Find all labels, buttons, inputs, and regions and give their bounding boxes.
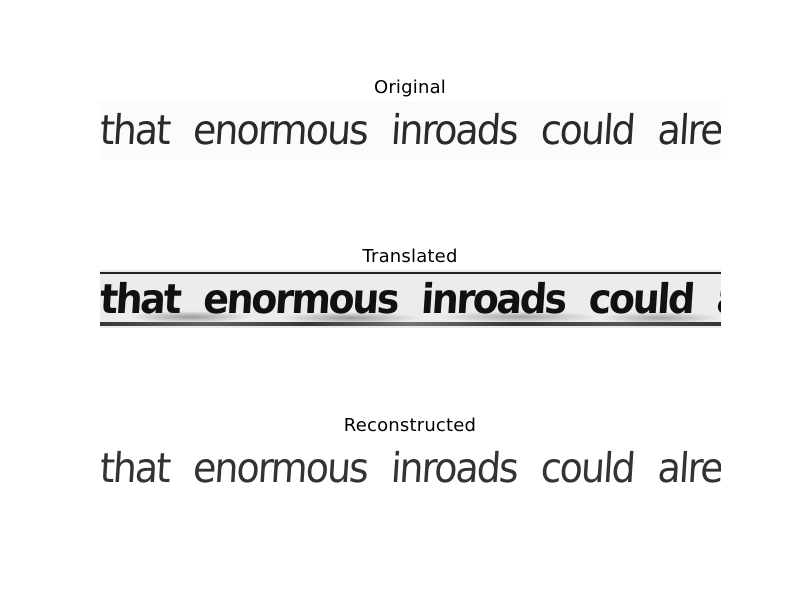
original-title: Original	[373, 77, 447, 98]
word: that	[100, 444, 171, 492]
original-handwriting-image: that enormous inroads could already	[100, 101, 721, 159]
word: enormous	[191, 444, 369, 492]
artifact-line-top	[100, 272, 721, 274]
reconstructed-title: Reconstructed	[343, 415, 477, 436]
word: already	[715, 275, 721, 323]
word: could	[539, 106, 636, 154]
reconstructed-handwriting-text: that enormous inroads could already	[100, 439, 721, 497]
reconstructed-handwriting-image: that enormous inroads could already	[100, 439, 721, 497]
word: could	[539, 444, 636, 492]
word: could	[587, 275, 695, 323]
word: already	[656, 106, 721, 154]
original-handwriting-text: that enormous inroads could already	[100, 101, 721, 159]
word: that	[100, 106, 171, 154]
word: inroads	[389, 444, 519, 492]
word: that	[100, 275, 181, 323]
word: already	[656, 444, 721, 492]
translated-handwriting-text: that enormous inroads could already	[100, 270, 721, 328]
word: enormous	[191, 106, 369, 154]
artifact-line-bottom	[100, 322, 721, 326]
translated-title: Translated	[362, 246, 458, 267]
word: inroads	[419, 275, 567, 323]
word: enormous	[201, 275, 399, 323]
translated-handwriting-image: that enormous inroads could already	[100, 270, 721, 328]
word: inroads	[389, 106, 519, 154]
